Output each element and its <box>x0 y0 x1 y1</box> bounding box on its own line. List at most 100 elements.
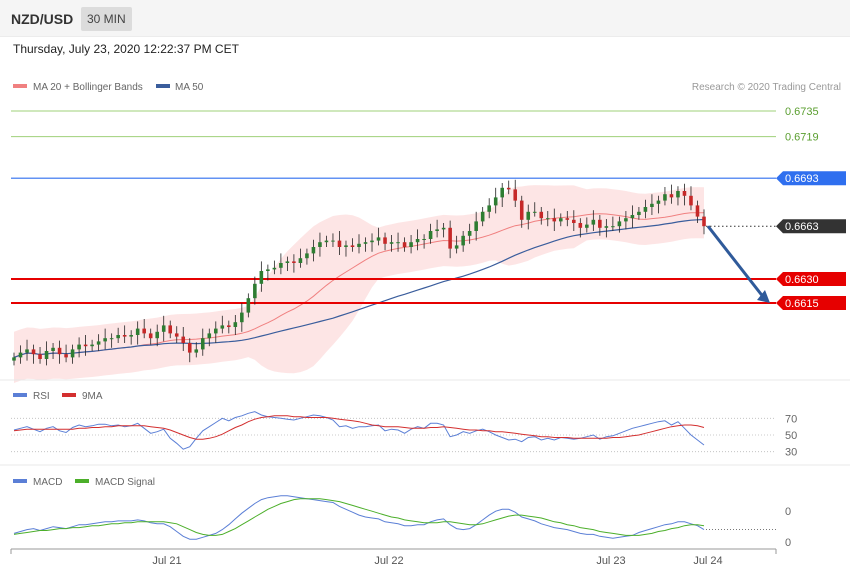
candle-body <box>617 221 622 227</box>
legend-swatch-ma50 <box>156 84 170 88</box>
legend-label-rsi-ma: 9MA <box>82 391 103 402</box>
instrument-title: NZD/USD <box>11 11 74 27</box>
candle-body <box>292 261 296 263</box>
rsi-ma-line <box>13 415 705 440</box>
candle-body <box>174 333 179 337</box>
legend-swatch-rsi-ma <box>62 393 76 397</box>
price-tag-label: 0.6615 <box>785 298 819 310</box>
rsi-line <box>13 411 705 450</box>
candle-body <box>695 205 700 217</box>
candle-body <box>428 231 433 239</box>
candle-body <box>448 227 452 249</box>
candle-body <box>376 237 381 241</box>
macd-signal-line <box>13 498 705 536</box>
candle-body <box>279 263 283 268</box>
legend-label-bollinger: MA 20 + Bollinger Bands <box>33 82 143 93</box>
candle-body <box>441 227 446 230</box>
candle-body <box>109 338 114 340</box>
candle-body <box>233 322 238 327</box>
price-tag-label: 0.6735 <box>785 106 819 118</box>
candle-body <box>168 325 173 334</box>
candle-body <box>161 325 166 332</box>
candle-body <box>519 200 524 220</box>
candle-body <box>526 211 531 220</box>
candle-body <box>435 229 439 231</box>
candle-body <box>572 219 576 223</box>
legend-swatch-macd-signal <box>75 479 89 483</box>
candle-body <box>474 221 478 231</box>
bollinger-band-area <box>14 185 704 383</box>
timeframe-button[interactable]: 30 MIN <box>81 7 132 31</box>
candle-body <box>318 242 322 247</box>
candle-body <box>337 240 342 247</box>
candle-body <box>64 354 68 358</box>
candle-body <box>370 240 374 243</box>
price-tag-current <box>776 219 846 234</box>
candle-body <box>187 343 192 353</box>
candle-body <box>643 207 648 212</box>
legend-label-rsi: RSI <box>33 391 50 402</box>
candle-body <box>25 349 29 353</box>
price-panel: 0.6735 0.6719 0.6693 0.6663 0.6630 0.6615 <box>11 106 846 383</box>
x-axis: Jul 21 Jul 22 Jul 23 Jul 24 <box>10 548 777 567</box>
candle-body <box>44 351 49 359</box>
x-tick-label: Jul 21 <box>152 555 181 567</box>
candle-body <box>545 218 550 220</box>
candle-body <box>415 239 420 243</box>
rsi-tick-label: 50 <box>785 430 797 442</box>
legend-swatch-macd <box>13 479 27 483</box>
price-tag-resistance <box>776 171 846 186</box>
rsi-panel: 70 50 30 <box>11 411 797 459</box>
macd-tick-label: 0 <box>785 537 791 549</box>
candle-body <box>129 335 133 337</box>
legend-label-macd: MACD <box>33 477 62 488</box>
macd-line <box>13 495 705 540</box>
candle-body <box>552 218 557 222</box>
legend-swatch-bollinger <box>13 84 27 88</box>
candle-body <box>676 191 680 198</box>
candle-body <box>656 200 661 204</box>
candle-body <box>409 242 413 247</box>
candle-body <box>611 226 615 228</box>
candle-body <box>12 357 16 361</box>
candle-body <box>624 218 628 222</box>
candle-body <box>500 187 504 198</box>
candle-body <box>532 211 537 213</box>
candle-body <box>155 331 159 339</box>
candle-body <box>77 344 81 350</box>
candle-body <box>702 216 706 227</box>
candle-body <box>122 335 127 337</box>
candle-body <box>565 218 570 220</box>
copyright-text: Research © 2020 Trading Central <box>692 82 841 93</box>
candle-body <box>585 224 589 228</box>
price-tag-label: 0.6630 <box>785 274 819 286</box>
candle-body <box>454 245 459 249</box>
candle-body <box>422 239 426 240</box>
candle-body <box>70 349 75 358</box>
candle-body <box>220 325 225 329</box>
candle-body <box>669 194 674 198</box>
candle-body <box>663 194 667 201</box>
candle-body <box>83 344 88 347</box>
candle-body <box>591 219 596 225</box>
candle-body <box>344 245 348 247</box>
candle-body <box>513 189 518 201</box>
rsi-tick-label: 30 <box>785 447 797 459</box>
price-tag-support <box>776 272 846 286</box>
candle-body <box>396 242 400 244</box>
candle-body <box>487 205 491 212</box>
candle-body <box>689 195 693 206</box>
candle-body <box>480 211 485 222</box>
candle-body <box>227 325 231 327</box>
candle-body <box>38 354 42 359</box>
candle-body <box>31 349 36 355</box>
candle-body <box>350 245 355 247</box>
legend-swatch-rsi <box>13 393 27 397</box>
candle-body <box>135 328 140 335</box>
macd-panel: 00 <box>13 495 791 549</box>
rsi-tick-label: 70 <box>785 413 797 425</box>
candle-body <box>467 231 472 236</box>
candle-body <box>116 335 120 339</box>
legend-label-macd-signal: MACD Signal <box>95 477 155 488</box>
